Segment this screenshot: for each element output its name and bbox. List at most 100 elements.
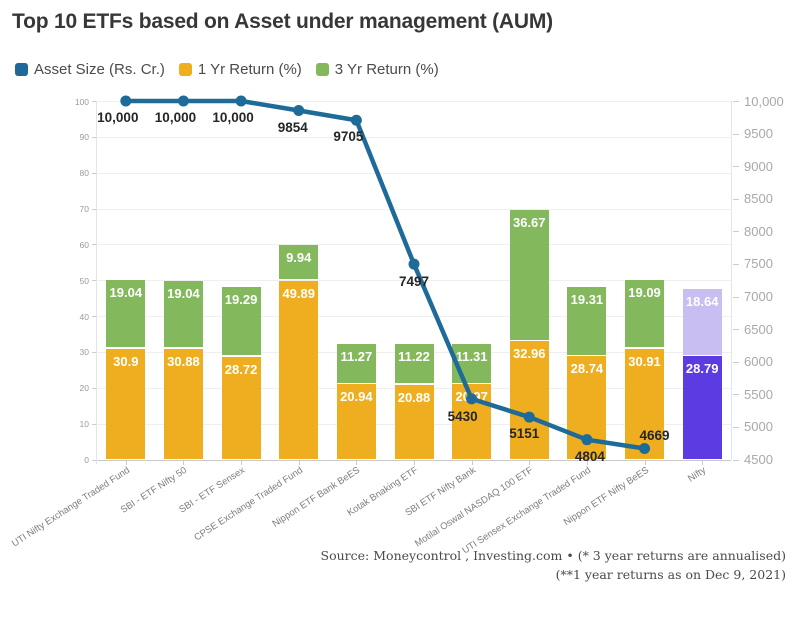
right-axis-tick [733, 263, 739, 265]
line-point-label: 9854 [277, 119, 308, 135]
line-point[interactable] [523, 411, 535, 423]
gridline [97, 316, 731, 318]
left-axis-tick-label: 50 [79, 275, 89, 286]
bar-segment-1yr-return[interactable] [509, 341, 549, 460]
legend: Asset Size (Rs. Cr.) 1 Yr Return (%) 3 Y… [15, 61, 439, 78]
bar-value-label-3yr: 36.67 [512, 214, 546, 230]
bar-segment-3yr-return[interactable] [567, 287, 607, 355]
right-axis-tick [733, 166, 739, 168]
bar-value-label-1yr: 28.79 [685, 361, 719, 377]
legend-label: 1 Yr Return (%) [197, 61, 302, 78]
left-axis-tick-label: 90 [79, 132, 89, 143]
bar-value-label-1yr: 30.9 [113, 353, 139, 369]
left-axis-tick-label: 10 [79, 419, 89, 430]
bar-segment-1yr-return[interactable] [336, 384, 376, 460]
right-axis-tick [733, 101, 739, 102]
bar-value-label-3yr: 19.29 [224, 292, 258, 308]
asset-size-swatch-icon [15, 63, 28, 76]
bar-segment-3yr-return[interactable] [221, 287, 261, 356]
bar-segment-1yr-return[interactable] [106, 348, 146, 460]
line-point[interactable] [120, 95, 132, 107]
left-axis-tick [92, 101, 96, 102]
legend-label: 3 Yr Return (%) [334, 61, 439, 78]
left-axis-tick-label: 0 [84, 455, 89, 465]
bar-segment-3yr-return[interactable] [163, 280, 203, 348]
left-axis-tick [92, 280, 96, 282]
line-point[interactable] [177, 95, 189, 107]
line-point[interactable] [350, 114, 362, 126]
bar-segment-3yr-return[interactable] [394, 344, 434, 384]
right-axis-tick-label: 5500 [744, 386, 773, 402]
bar-segment-1yr-return[interactable] [682, 356, 722, 460]
x-axis-tick [241, 460, 243, 465]
bar-segment-3yr-return[interactable] [336, 344, 376, 383]
left-axis-tick [92, 208, 96, 210]
line-point[interactable] [466, 393, 478, 405]
bar-segment-1yr-return[interactable] [163, 348, 203, 460]
line-point-label: 10,000 [212, 110, 254, 125]
source-note: Source: Moneycontrol , Investing.com • (… [321, 546, 786, 584]
bar-value-label-1yr: 32.96 [512, 346, 546, 362]
legend-item-3yr-return[interactable]: 3 Yr Return (%) [315, 61, 439, 78]
left-axis-tick [92, 387, 96, 389]
legend-item-asset-size[interactable]: Asset Size (Rs. Cr.) [15, 61, 165, 78]
chart-title: Top 10 ETFs based on Asset under managem… [12, 10, 553, 33]
line-point-label: 7497 [398, 274, 430, 290]
bar-segment-1yr-return[interactable] [221, 356, 261, 460]
gridline [97, 101, 731, 102]
line-point[interactable] [235, 95, 247, 107]
gridline [97, 244, 731, 246]
bar-value-label-1yr: 28.72 [224, 361, 258, 377]
three-yr-return-swatch-icon [315, 63, 329, 76]
x-axis-tick [356, 460, 358, 465]
right-axis-tick-label: 7000 [744, 289, 773, 305]
right-plot-edge-line [731, 101, 732, 460]
line-point[interactable] [639, 442, 651, 454]
left-axis-tick [92, 351, 96, 353]
bar-value-label-1yr: 20.94 [340, 389, 373, 405]
right-axis-tick [733, 133, 739, 135]
left-axis-tick-label: 100 [74, 96, 89, 107]
x-axis-tick [586, 460, 588, 465]
bar-value-label-3yr: 19.09 [628, 285, 661, 301]
bar-segment-1yr-return[interactable] [625, 348, 665, 460]
bar-value-label-1yr: 30.88 [167, 353, 200, 369]
right-axis-tick-label: 9000 [744, 158, 773, 174]
line-point-label: 4669 [639, 428, 670, 444]
bar-segment-1yr-return[interactable] [394, 384, 434, 460]
right-axis-tick-label: 4500 [744, 452, 773, 467]
bar-value-label-1yr: 30.91 [628, 353, 661, 369]
bar-segment-3yr-return[interactable] [106, 280, 146, 348]
bar-segment-3yr-return[interactable] [682, 289, 722, 355]
line-point-label: 10,000 [97, 110, 139, 125]
one-yr-return-swatch-icon [178, 63, 192, 76]
source-line-1: Source: Moneycontrol , Investing.com • (… [320, 548, 786, 563]
left-axis-tick-label: 20 [79, 383, 89, 394]
left-axis-tick [92, 172, 96, 174]
line-point-label: 10,000 [154, 110, 197, 125]
line-point-label: 5430 [447, 408, 478, 424]
line-point[interactable] [581, 434, 593, 446]
bar-segment-3yr-return[interactable] [279, 245, 319, 280]
x-axis-tick [702, 460, 704, 465]
x-axis-tick [529, 460, 531, 465]
left-axis-tick-label: 80 [79, 168, 89, 179]
right-axis-tick [733, 296, 739, 298]
bar-segment-3yr-return[interactable] [509, 209, 549, 340]
bar-segment-1yr-return[interactable] [279, 280, 319, 460]
line-point-label: 9705 [333, 129, 364, 145]
right-axis-tick-label: 10,000 [744, 93, 784, 109]
bar-value-label-3yr: 19.04 [109, 285, 143, 301]
right-axis-tick-label: 6000 [744, 354, 773, 370]
right-axis-tick-label: 9500 [744, 126, 773, 142]
right-axis-tick [733, 198, 739, 200]
gridline [97, 208, 731, 210]
line-point[interactable] [408, 258, 420, 270]
chart-page: Top 10 ETFs based on Asset under managem… [9, 10, 786, 584]
line-point[interactable] [293, 105, 305, 117]
legend-item-1yr-return[interactable]: 1 Yr Return (%) [178, 61, 302, 78]
right-axis-tick-label: 6500 [744, 321, 773, 337]
bar-value-label-3yr: 19.31 [570, 292, 604, 308]
bar-segment-3yr-return[interactable] [625, 280, 665, 348]
bar-value-label-3yr: 11.27 [340, 349, 373, 365]
